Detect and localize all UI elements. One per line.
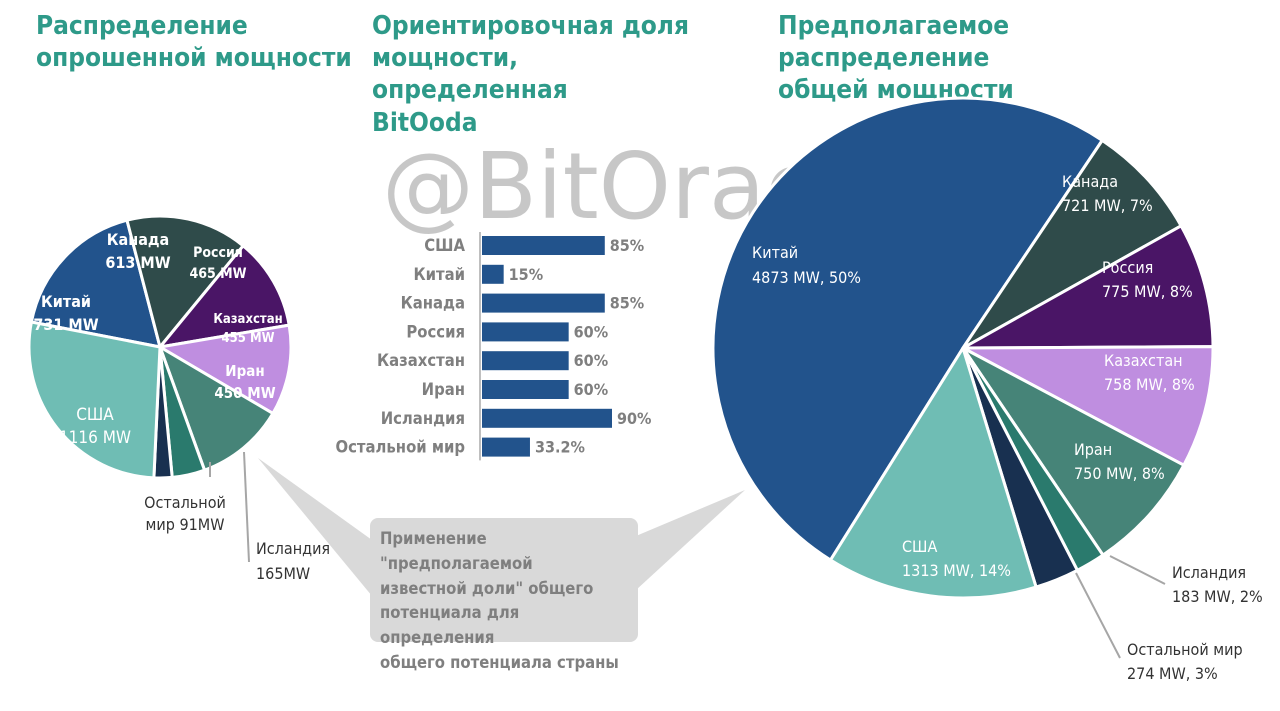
right-pie-slice-usa [829,346,1038,600]
bar-category-label: Иран [422,380,465,399]
right-pie-slice-canada [961,138,1183,350]
bar-category-label: США [424,236,465,255]
right-pie-label-iceland: Исландия 183 MW, 2% [1172,563,1263,606]
left-pie-label-iceland: Исландия 165MW [256,539,330,583]
right-pie-label-kazakhstan: Казахстан 758 MW, 8% [1104,351,1195,394]
bar-value-label: 85% [610,236,644,255]
bar [482,437,530,457]
right-pie-slice-china [711,96,1104,562]
bar-value-label: 90% [617,409,651,428]
bar-category-label: Исландия [381,409,465,428]
left-pie-label-kazakhstan: Казахстан 455 MW [213,312,282,346]
bar-value-label: 60% [574,322,608,341]
left-pie-slice-kazakhstan [158,323,293,415]
right-pie-slice-russia [961,224,1215,350]
right-pie-leader-rest [1075,572,1121,659]
bar-chart: США 85% Китай 15% Канада 85% Россия 60% Казахста… [336,232,651,461]
middle-chart-title: Ориентировочная доля мощности, определен… [372,11,689,138]
left-pie-label-china: Китай 731 MW [33,292,98,334]
left-pie-leader-iceland [243,451,250,563]
bar [482,380,569,399]
bar-value-label: 60% [574,351,608,370]
bar [482,293,605,313]
bar-value-label: 15% [509,265,543,284]
left-pie-slice-iran [158,345,275,472]
right-pie-label-usa: США 1313 MW, 14% [902,537,1011,580]
bar-category-label: Казахстан [377,351,465,370]
bar [482,351,569,371]
left-pie-label-iran: Иран 450 MW [214,362,275,402]
right-pie-leader-iceland [1109,555,1166,585]
left-pie-slice-canada [125,214,245,349]
left-pie-label-usa: США 1116 MW [59,405,131,448]
right-pie-slice-iran [961,346,1186,557]
bar-category-label: Остальной мир [336,438,465,457]
bar-value-label: 33.2% [535,438,585,457]
bar-category-label: Россия [406,322,465,341]
bar-category-label: Канада [401,294,465,313]
right-pie-label-china: Китай 4873 MW, 50% [752,243,861,287]
right-pie-slice-kazakhstan [961,345,1215,467]
left-pie-label-canada: Канада 613 MW [105,230,170,272]
left-pie-slice-usa [27,320,162,480]
right-pie-label-rest: Остальной мир 274 MW, 3% [1127,640,1243,683]
callout-connector-left [258,458,372,596]
bar [482,236,605,255]
bar-value-label: 60% [574,380,608,399]
bar-category-label: Китай [413,265,465,284]
left-pie-slice-russia [158,244,291,349]
right-pie-label-russia: Россия 775 MW, 8% [1102,258,1193,301]
bar [482,264,504,284]
left-pie-slice-china [29,218,162,349]
right-pie-label-canada: Канада 721 MW, 7% [1062,172,1153,215]
bar [482,408,612,428]
left-pie-label-rest: Остальной мир 91MW [144,493,226,534]
bar-value-label: 85% [610,294,644,313]
pie-chart-estimated: Китай 4873 MW, 50% Канада 721 MW, 7% Россия 7… [711,96,1263,683]
callout-connectors [258,458,745,596]
left-pie-label-russia: Россия 465 MW [189,245,246,282]
bar [482,322,569,342]
explanation-callout: Применение "предполагаемой известной дол… [370,518,638,672]
right-chart-title: Предполагаемое распределение общей мощно… [778,11,1014,106]
right-pie-label-iran: Иран 750 MW, 8% [1074,440,1165,483]
left-chart-title: Распределение опрошенной мощности [36,11,352,74]
callout-connector-right [636,490,745,590]
